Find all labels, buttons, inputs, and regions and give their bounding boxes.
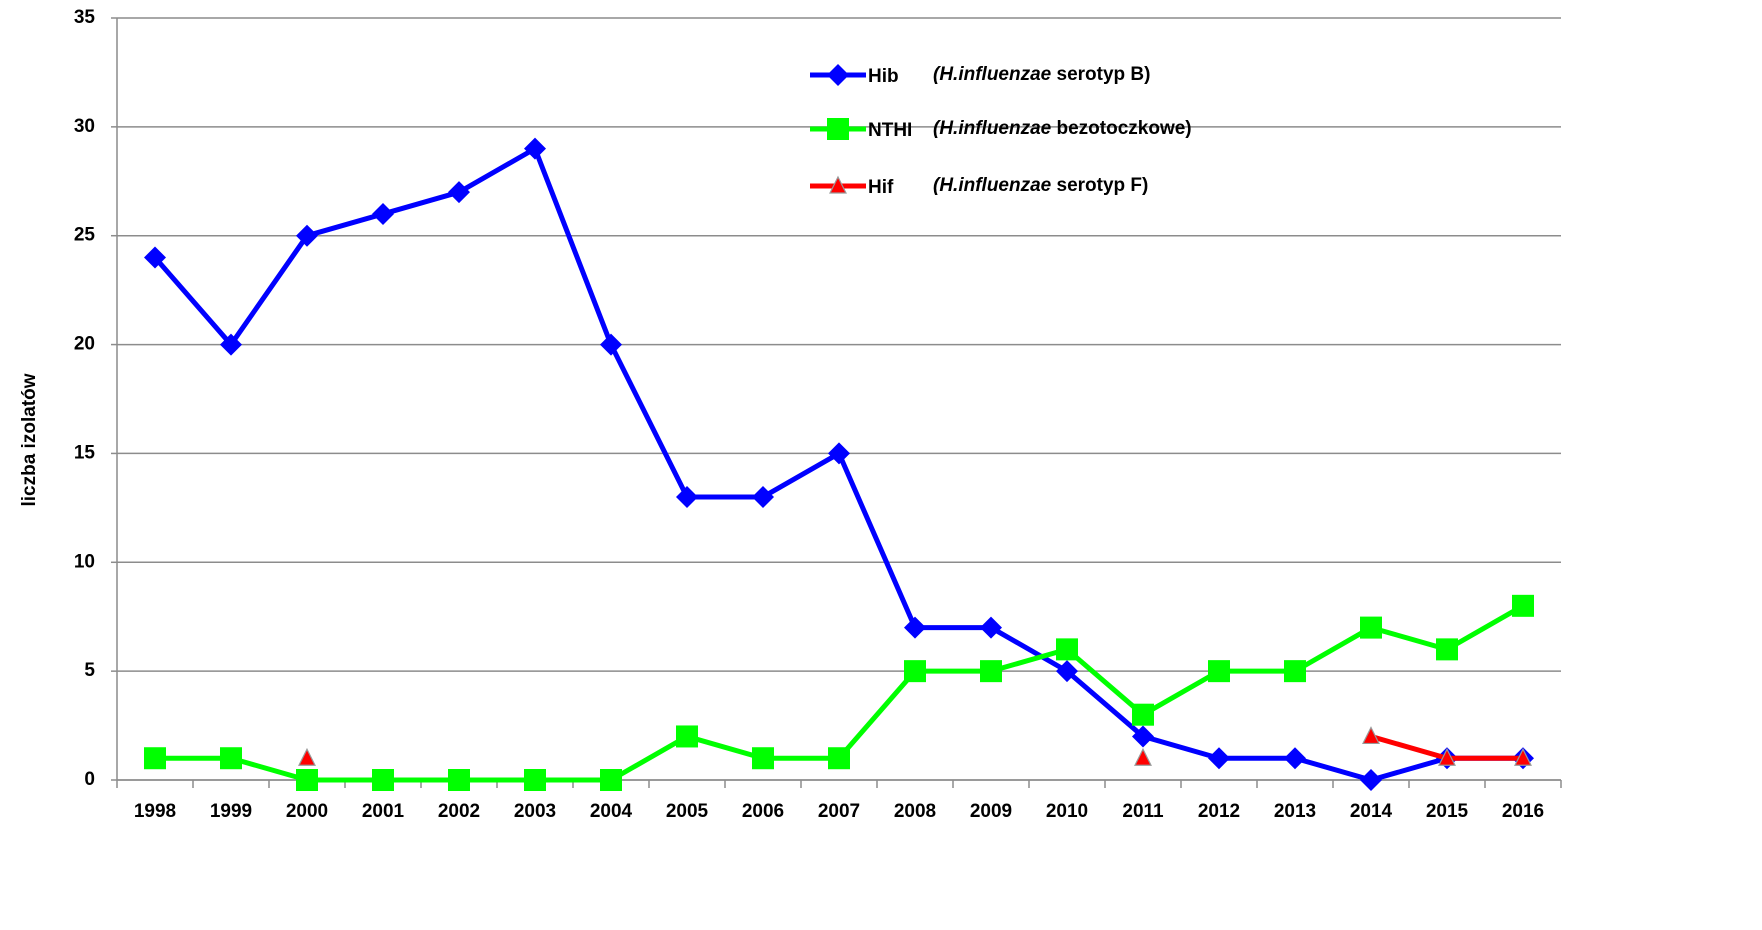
legend-description-italic: (H.influenzae <box>933 175 1052 196</box>
data-point <box>828 442 850 465</box>
data-point <box>448 181 470 204</box>
data-point <box>980 660 1002 683</box>
legend-description: (H.influenzae serotyp F) <box>933 175 1148 196</box>
data-point <box>752 747 774 770</box>
legend-marker <box>829 175 847 194</box>
y-tick-label: 15 <box>74 442 96 463</box>
data-point <box>980 616 1002 639</box>
data-point <box>1360 616 1382 639</box>
data-point <box>828 747 850 770</box>
data-point <box>1056 638 1078 661</box>
legend-description-italic: (H.influenzae <box>933 118 1052 139</box>
x-tick-label: 2001 <box>362 801 405 822</box>
y-tick-label: 0 <box>84 769 95 790</box>
legend-description: (H.influenzae serotyp B) <box>933 64 1150 85</box>
x-tick-label: 2015 <box>1426 801 1469 822</box>
data-point <box>448 769 470 791</box>
legend-label: NTHI <box>868 120 912 141</box>
data-point <box>296 769 318 791</box>
x-tick-label: 2007 <box>818 801 860 822</box>
legend-description-rest: serotyp F) <box>1051 175 1148 196</box>
data-point <box>144 246 166 269</box>
data-point <box>372 202 394 225</box>
legend-description-italic: (H.influenzae <box>933 64 1052 85</box>
legend-description-rest: serotyp B) <box>1051 64 1150 85</box>
data-point <box>1208 747 1230 770</box>
data-point <box>372 769 394 791</box>
data-point <box>904 660 926 683</box>
data-point <box>600 769 622 791</box>
y-tick-label: 30 <box>74 116 95 137</box>
data-point <box>524 769 546 791</box>
legend-marker <box>827 64 849 86</box>
x-tick-label: 2016 <box>1502 801 1544 822</box>
data-point <box>1436 638 1458 661</box>
y-tick-label: 35 <box>74 7 96 28</box>
data-point <box>220 333 242 356</box>
data-point <box>676 725 698 748</box>
data-point <box>752 485 774 508</box>
data-point <box>676 485 698 508</box>
data-point <box>1438 747 1456 766</box>
data-point <box>298 747 316 766</box>
data-point <box>1134 747 1152 766</box>
x-tick-label: 2002 <box>438 801 480 822</box>
data-point <box>1132 703 1154 726</box>
x-tick-label: 2005 <box>666 801 709 822</box>
data-point <box>1514 747 1532 766</box>
x-tick-label: 2006 <box>742 801 784 822</box>
y-tick-label: 10 <box>74 551 95 572</box>
y-tick-label: 5 <box>84 660 95 681</box>
x-tick-label: 2012 <box>1198 801 1240 822</box>
data-point <box>1132 725 1154 748</box>
data-point <box>600 333 622 356</box>
x-tick-label: 2004 <box>590 801 633 822</box>
legend-label: Hif <box>868 177 894 198</box>
data-point <box>1056 660 1078 683</box>
x-tick-label: 1998 <box>134 801 176 822</box>
data-point <box>1284 660 1306 683</box>
data-point <box>144 747 166 770</box>
data-point <box>904 616 926 639</box>
x-tick-label: 2010 <box>1046 801 1088 822</box>
data-point <box>524 137 546 160</box>
data-point <box>1360 769 1382 791</box>
x-tick-label: 2011 <box>1122 801 1164 822</box>
x-tick-label: 2008 <box>894 801 936 822</box>
data-point <box>1362 726 1380 745</box>
y-tick-label: 25 <box>74 225 96 246</box>
y-axis-label: liczba izolatów <box>19 373 40 506</box>
data-point <box>220 747 242 770</box>
x-tick-label: 2014 <box>1350 801 1393 822</box>
x-tick-label: 2013 <box>1274 801 1316 822</box>
legend-marker <box>827 118 849 140</box>
legend-description-rest: bezotoczkowe) <box>1051 118 1191 139</box>
x-tick-label: 1999 <box>210 801 252 822</box>
x-tick-label: 2009 <box>970 801 1012 822</box>
legend-label: Hib <box>868 66 899 87</box>
data-point <box>1284 747 1306 770</box>
data-point <box>1512 594 1534 617</box>
x-tick-label: 2000 <box>286 801 328 822</box>
y-tick-label: 20 <box>74 334 95 355</box>
legend-description: (H.influenzae bezotoczkowe) <box>933 118 1192 139</box>
x-tick-label: 2003 <box>514 801 556 822</box>
data-point <box>1208 660 1230 683</box>
data-point <box>296 224 318 247</box>
